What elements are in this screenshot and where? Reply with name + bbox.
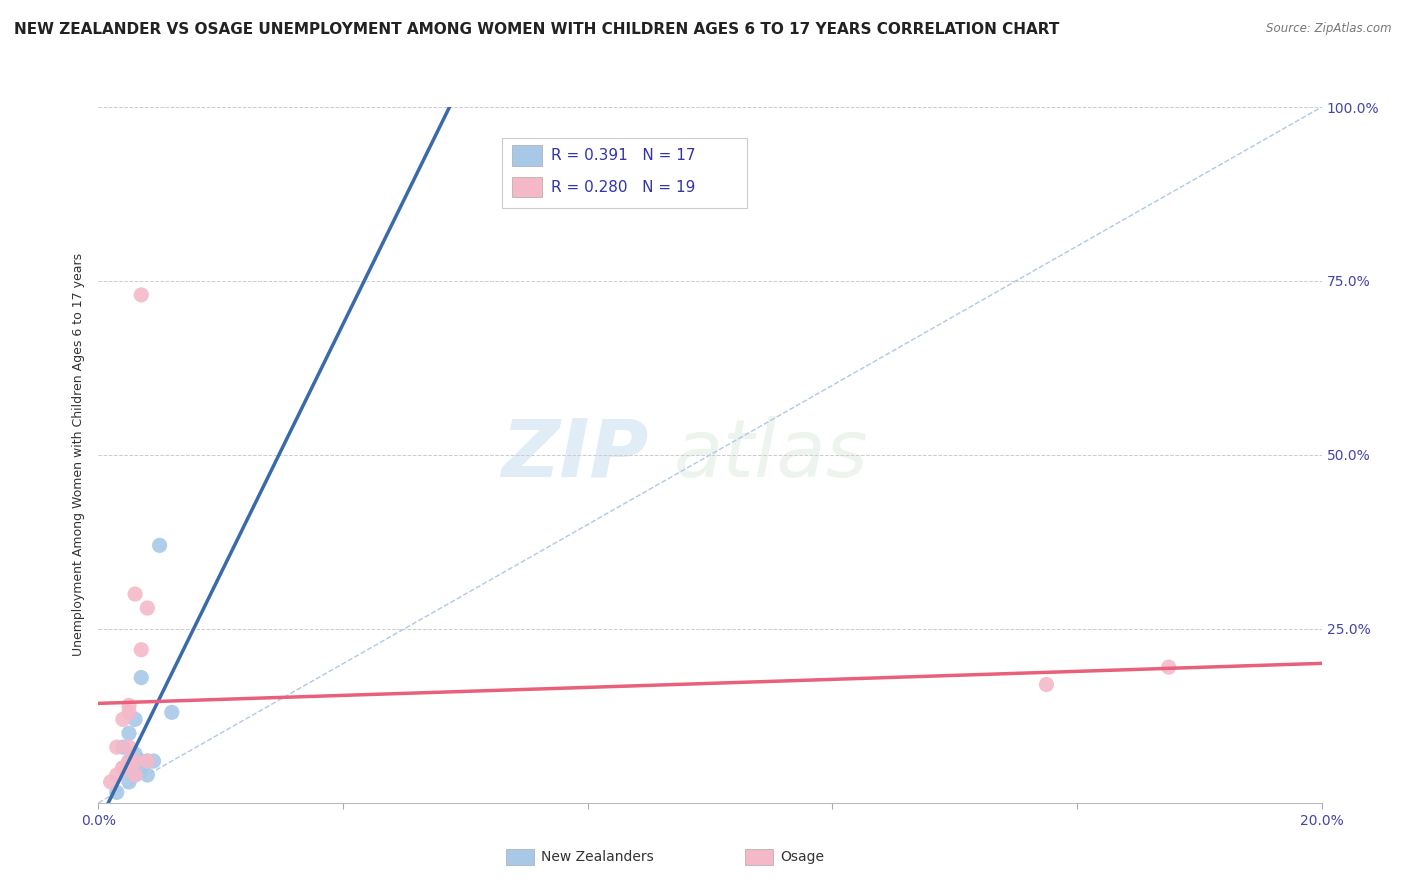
Point <box>160 706 183 720</box>
Point <box>111 761 134 775</box>
Text: R = 0.280   N = 19: R = 0.280 N = 19 <box>551 179 696 194</box>
Point <box>118 740 141 755</box>
Point <box>118 754 141 768</box>
Point <box>124 747 146 761</box>
Text: R = 0.391   N = 17: R = 0.391 N = 17 <box>551 148 696 163</box>
Point <box>136 768 159 782</box>
Point <box>111 740 134 755</box>
Point <box>105 785 128 799</box>
Point <box>129 642 152 657</box>
Point <box>124 587 146 601</box>
Point <box>118 726 141 740</box>
Text: Source: ZipAtlas.com: Source: ZipAtlas.com <box>1267 22 1392 36</box>
Point <box>129 288 152 302</box>
Y-axis label: Unemployment Among Women with Children Ages 6 to 17 years: Unemployment Among Women with Children A… <box>72 253 86 657</box>
Point <box>105 768 128 782</box>
Text: Osage: Osage <box>780 850 824 864</box>
Point <box>111 761 134 775</box>
Point <box>1157 660 1180 674</box>
Point <box>124 768 146 782</box>
Point <box>136 601 159 615</box>
Point <box>111 761 134 775</box>
Point <box>129 754 152 768</box>
Point <box>1035 677 1057 691</box>
Point <box>105 740 128 755</box>
FancyBboxPatch shape <box>502 138 747 208</box>
Point <box>100 775 122 789</box>
Point <box>118 698 141 713</box>
Point <box>142 754 165 768</box>
Point <box>129 671 152 685</box>
Point <box>111 712 134 726</box>
Text: atlas: atlas <box>673 416 868 494</box>
Text: NEW ZEALANDER VS OSAGE UNEMPLOYMENT AMONG WOMEN WITH CHILDREN AGES 6 TO 17 YEARS: NEW ZEALANDER VS OSAGE UNEMPLOYMENT AMON… <box>14 22 1060 37</box>
Point <box>124 754 146 768</box>
Point <box>129 761 152 775</box>
Point <box>124 768 146 782</box>
Point <box>118 775 141 789</box>
FancyBboxPatch shape <box>512 177 543 197</box>
Point <box>149 538 172 552</box>
Point <box>118 706 141 720</box>
Text: New Zealanders: New Zealanders <box>541 850 654 864</box>
Point <box>136 754 159 768</box>
Point <box>118 754 141 768</box>
Point <box>124 712 146 726</box>
Point <box>136 754 159 768</box>
FancyBboxPatch shape <box>512 145 543 166</box>
Text: ZIP: ZIP <box>502 416 650 494</box>
